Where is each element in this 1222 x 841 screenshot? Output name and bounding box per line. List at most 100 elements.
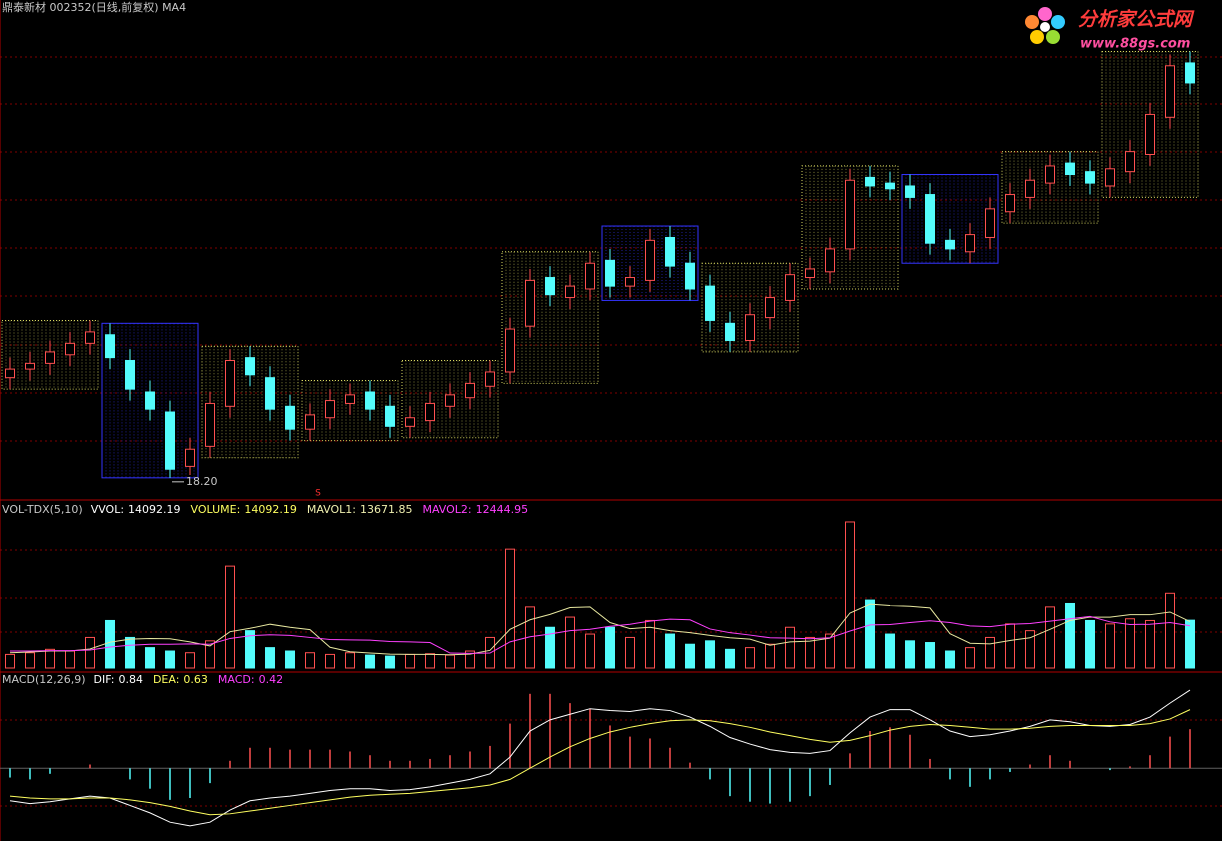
- candle-body: [1085, 171, 1095, 184]
- candle-body: [605, 259, 615, 287]
- candle-body: [685, 262, 695, 290]
- logo-petal: [1051, 15, 1065, 29]
- candle-body: [525, 279, 535, 327]
- candle-body: [865, 176, 875, 187]
- volume-bar: [265, 647, 275, 669]
- volume-bar: [165, 650, 175, 669]
- volume-bar: [545, 626, 555, 669]
- candle-body: [905, 185, 915, 198]
- volume-bar: [305, 652, 315, 669]
- volume-bar: [965, 647, 975, 669]
- candle-body: [625, 277, 635, 287]
- candle-body: [285, 405, 295, 430]
- volume-bar: [905, 640, 915, 669]
- candle-body: [545, 277, 555, 296]
- volume-bar: [985, 636, 995, 669]
- volume-bar: [805, 636, 815, 669]
- readout-label: VVOL:: [91, 503, 124, 516]
- candle-body: [1145, 113, 1155, 155]
- readout-value: 13671.85: [360, 503, 413, 516]
- candle-body: [485, 371, 495, 387]
- candle-body: [265, 377, 275, 410]
- logo-petal: [1046, 30, 1060, 44]
- candle-body: [405, 417, 415, 427]
- candle-body: [645, 239, 655, 281]
- volume-bar: [645, 619, 655, 669]
- candle-body: [145, 391, 155, 410]
- indicator-line: [10, 615, 1191, 654]
- volume-bar: [325, 653, 335, 669]
- candle-body: [1185, 62, 1195, 84]
- volume-bar: [1025, 630, 1035, 669]
- logo-title: 分析家公式网: [1078, 9, 1195, 31]
- candle-body: [885, 182, 895, 190]
- volume-bar: [1125, 618, 1135, 669]
- candle-body: [165, 411, 175, 470]
- candle-body: [1105, 168, 1115, 187]
- volume-bar: [745, 647, 755, 669]
- volume-bar: [785, 626, 795, 669]
- candle-body: [965, 234, 975, 253]
- candle-body: [465, 382, 475, 399]
- readout-value: 0.42: [259, 673, 284, 686]
- signal-label: S: [315, 489, 321, 499]
- volume-bar: [725, 648, 735, 669]
- readout-value: 0.84: [118, 673, 143, 686]
- candle-body: [385, 405, 395, 427]
- volume-bar: [605, 626, 615, 669]
- logo-petal: [1030, 30, 1044, 44]
- candle-body: [805, 268, 815, 279]
- volume-bar: [565, 616, 575, 669]
- candle-body: [365, 391, 375, 410]
- panel-title: MACD(12,26,9): [2, 673, 86, 686]
- candle-body: [705, 285, 715, 321]
- volume-bar: [665, 633, 675, 669]
- candle-body: [1165, 65, 1175, 118]
- candle-body: [305, 414, 315, 430]
- candle-body: [565, 285, 575, 299]
- candle-body: [725, 322, 735, 341]
- volume-bar: [125, 636, 135, 669]
- volume-bar: [765, 643, 775, 669]
- candle-body: [945, 239, 955, 250]
- volume-bar: [685, 643, 695, 669]
- candle-body: [5, 368, 15, 379]
- volume-bar: [705, 640, 715, 669]
- volume-bar: [365, 654, 375, 669]
- volume-bar: [1145, 619, 1155, 669]
- candle-body: [1125, 151, 1135, 173]
- readout-label: DIF:: [94, 673, 115, 686]
- logo: 分析家公式网 www.88gs.com: [1025, 7, 1195, 52]
- candle-body: [825, 248, 835, 273]
- readout-label: VOLUME:: [191, 503, 241, 516]
- candle-body: [925, 194, 935, 244]
- candle-body: [125, 360, 135, 390]
- volume-bar: [185, 652, 195, 669]
- logo-url: www.88gs.com: [1080, 37, 1190, 52]
- volume-bar: [925, 642, 935, 669]
- logo-petal: [1025, 15, 1039, 29]
- volume-bar: [425, 653, 435, 669]
- volume-bar: [585, 633, 595, 669]
- volume-bar: [25, 652, 35, 669]
- candle-body: [65, 342, 75, 356]
- volume-bar: [1065, 602, 1075, 669]
- candle-body: [25, 362, 35, 370]
- volume-bar: [865, 599, 875, 669]
- volume-bar: [845, 521, 855, 669]
- candle-body: [85, 331, 95, 344]
- candle-body: [245, 357, 255, 376]
- logo-petal: [1038, 7, 1052, 21]
- volume-bar: [45, 648, 55, 669]
- candle-body: [105, 334, 115, 359]
- readout-label: DEA:: [153, 673, 179, 686]
- volume-bar: [465, 650, 475, 669]
- candle-body: [1045, 165, 1055, 184]
- candle-body: [505, 328, 515, 373]
- candle-body: [425, 402, 435, 422]
- candle-body: [1065, 162, 1075, 176]
- volume-bar: [245, 630, 255, 669]
- volume-bar: [1085, 619, 1095, 669]
- chart-title: 鼎泰新材 002352(日线,前复权) MA4: [2, 0, 186, 14]
